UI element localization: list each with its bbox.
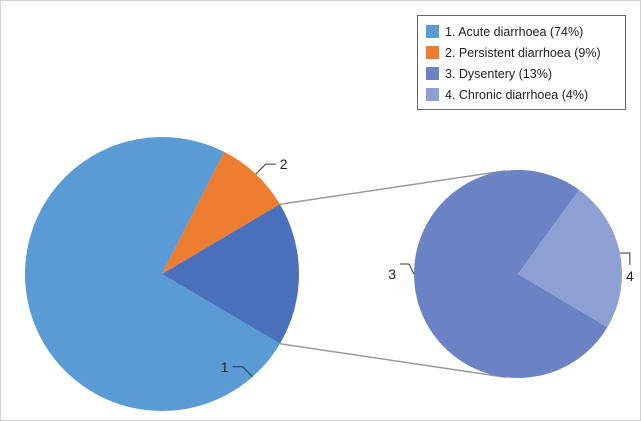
legend: 1. Acute diarrhoea (74%) 2. Persistent d… (417, 15, 626, 110)
leader-line-2 (255, 163, 276, 175)
pie-slice-4 (518, 189, 622, 328)
slice-label-4: 4 (626, 268, 634, 284)
connector-line-bottom (279, 342, 506, 378)
slice-label-3: 3 (388, 266, 396, 282)
legend-label-4: 4. Chronic diarrhoea (4%) (445, 87, 589, 102)
legend-item-2: 2. Persistent diarrhoea (9%) (426, 42, 617, 63)
pie-slice-other (162, 204, 299, 344)
leader-line-4 (619, 252, 631, 266)
legend-label-1: 1. Acute diarrhoea (74%) (445, 24, 584, 39)
pie-slice-3 (414, 170, 608, 379)
pie-slice-1 (25, 136, 280, 411)
legend-label-3: 3. Dysentery (13%) (445, 66, 552, 81)
legend-label-2: 2. Persistent diarrhoea (9%) (445, 45, 601, 60)
legend-swatch-4 (426, 88, 439, 101)
leader-line-1 (232, 366, 253, 378)
legend-swatch-3 (426, 67, 439, 80)
pie-slice-2 (162, 151, 280, 274)
legend-item-4: 4. Chronic diarrhoea (4%) (426, 84, 617, 105)
leader-line-3 (400, 263, 415, 275)
legend-swatch-1 (426, 25, 439, 38)
legend-item-1: 1. Acute diarrhoea (74%) (426, 21, 617, 42)
legend-swatch-2 (426, 46, 439, 59)
slice-label-1: 1 (221, 359, 229, 375)
legend-item-3: 3. Dysentery (13%) (426, 63, 617, 84)
slice-label-2: 2 (280, 156, 288, 172)
connector-line-top (279, 170, 506, 206)
